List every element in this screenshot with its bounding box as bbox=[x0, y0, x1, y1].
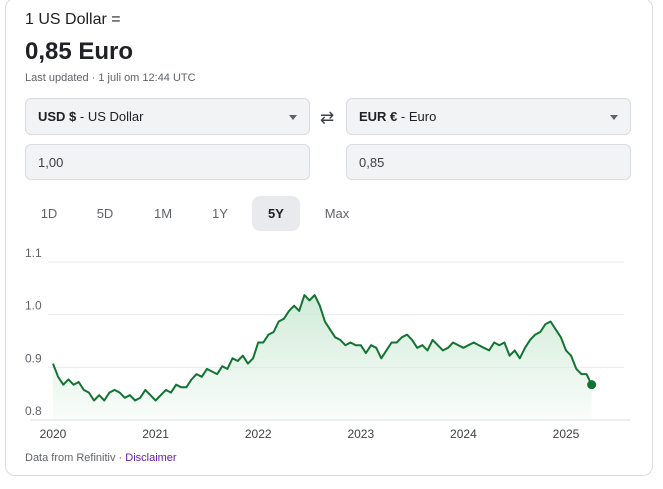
from-currency-code: USD $ bbox=[38, 109, 77, 124]
y-tick-label: 0.8 bbox=[25, 404, 42, 418]
x-tick-label: 2021 bbox=[142, 427, 169, 441]
disclaimer-link[interactable]: Disclaimer bbox=[125, 452, 177, 464]
tab-1y[interactable]: 1Y bbox=[212, 206, 228, 221]
x-tick-label: 2022 bbox=[245, 427, 272, 441]
to-currency-code: EUR € bbox=[359, 109, 398, 124]
rate-series-line bbox=[52, 294, 593, 402]
from-currency-select[interactable]: USD $ - US Dollar bbox=[25, 98, 310, 135]
y-tick-label: 0.9 bbox=[25, 351, 42, 365]
y-tick-label: 1.0 bbox=[25, 299, 42, 313]
x-tick-label: 2024 bbox=[450, 427, 477, 441]
to-currency-name: - Euro bbox=[397, 109, 437, 124]
tab-max[interactable]: Max bbox=[324, 206, 350, 221]
x-tick-label: 2023 bbox=[347, 427, 374, 441]
data-source: Data from Refinitiv · bbox=[25, 452, 126, 464]
tab-5y[interactable]: 5Y bbox=[252, 196, 300, 231]
swap-arrows-icon[interactable]: ⇄ bbox=[320, 108, 335, 127]
tab-5d[interactable]: 5D bbox=[96, 206, 114, 221]
from-currency-name: - US Dollar bbox=[76, 109, 144, 124]
last-updated: Last updated · 1 juli om 12:44 UTC bbox=[25, 72, 196, 84]
x-tick-label: 2020 bbox=[40, 427, 67, 441]
base-amount-label: 1 US Dollar = bbox=[25, 11, 121, 28]
from-currency-label: USD $ - US Dollar bbox=[38, 109, 143, 124]
y-tick-label: 1.1 bbox=[25, 246, 42, 260]
to-amount-value: 0,85 bbox=[359, 155, 385, 170]
tab-1m[interactable]: 1M bbox=[153, 206, 173, 221]
footer: Data from Refinitiv · Disclaimer bbox=[25, 452, 177, 464]
to-currency-select[interactable]: EUR € - Euro bbox=[346, 98, 631, 135]
to-amount-input[interactable]: 0,85 bbox=[346, 144, 631, 180]
converted-result: 0,85 Euro bbox=[25, 38, 134, 65]
latest-rate-point bbox=[587, 380, 597, 390]
x-axis-ticks: 2020 2021 2022 2023 2024 2025 bbox=[40, 427, 580, 441]
chevron-down-icon bbox=[289, 115, 297, 120]
from-amount-value: 1,00 bbox=[38, 155, 64, 170]
to-currency-label: EUR € - Euro bbox=[359, 109, 436, 124]
from-amount-input[interactable]: 1,00 bbox=[25, 144, 310, 180]
chevron-down-icon bbox=[610, 115, 618, 120]
rate-area-fill bbox=[53, 295, 592, 420]
tab-1d[interactable]: 1D bbox=[40, 206, 58, 221]
y-axis-ticks: 1.1 1.0 0.9 0.8 bbox=[25, 246, 42, 418]
x-tick-label: 2025 bbox=[553, 427, 580, 441]
